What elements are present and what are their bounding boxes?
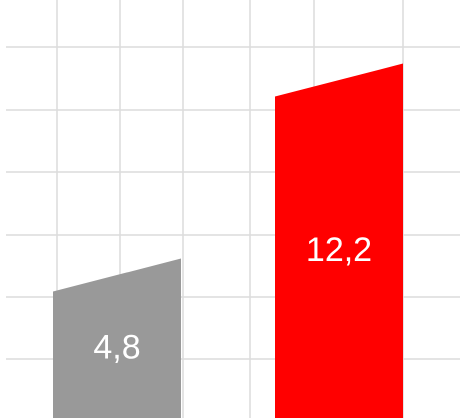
bar-value-label: 4,8 (93, 329, 140, 367)
bar-2 (275, 63, 403, 418)
bar-value-label: 12,2 (306, 231, 372, 269)
data-labels: 4,8 12,2 (93, 231, 372, 366)
bars (53, 63, 403, 418)
bar-1 (53, 258, 181, 418)
